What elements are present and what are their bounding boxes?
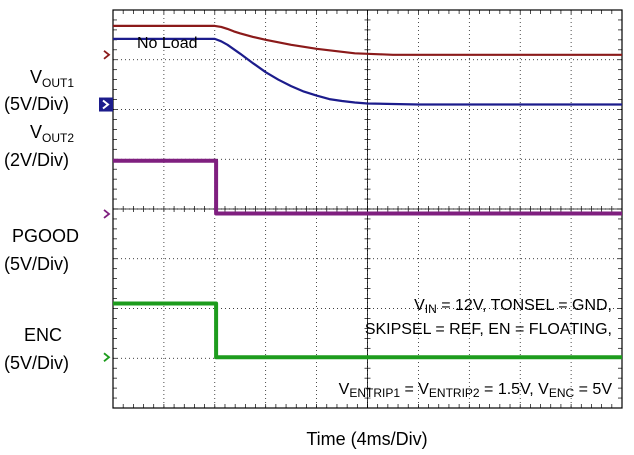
vout1-ground-marker: [103, 50, 111, 60]
enc-scale: (5V/Div): [4, 353, 69, 373]
pgood-scale: (5V/Div): [4, 254, 69, 274]
vout2-trace: [113, 37, 622, 106]
pgood-trace: [113, 158, 622, 216]
vout1-label: VOUT1: [30, 67, 74, 90]
pgood-label: PGOOD: [12, 226, 79, 246]
x-axis-label: Time (4ms/Div): [306, 429, 427, 449]
no-load-annotation: No Load: [137, 35, 198, 52]
traces: [113, 24, 622, 360]
conditions-line-3: VENTRIP1 = VENTRIP2 = 1.5V, VENC = 5V: [339, 381, 613, 400]
vout2-ground-chevron: [102, 99, 110, 110]
vout1-scale: (5V/Div): [4, 94, 69, 114]
vout2-label: VOUT2: [30, 122, 74, 145]
vout2-scale: (2V/Div): [4, 150, 69, 170]
enc-trace: [113, 301, 622, 360]
grid: [112, 9, 623, 409]
ground-markers: [99, 50, 113, 362]
pgood-ground-marker: [103, 209, 111, 219]
enc-label: ENC: [24, 325, 62, 345]
conditions-line-1: VIN = 12V, TONSEL = GND,: [414, 297, 612, 316]
conditions-line-2: SKIPSEL = REF, EN = FLOATING,: [365, 321, 612, 338]
vout2-ground-marker: [99, 97, 113, 112]
enc-ground-marker: [103, 352, 111, 362]
vout1-trace: [113, 24, 622, 56]
